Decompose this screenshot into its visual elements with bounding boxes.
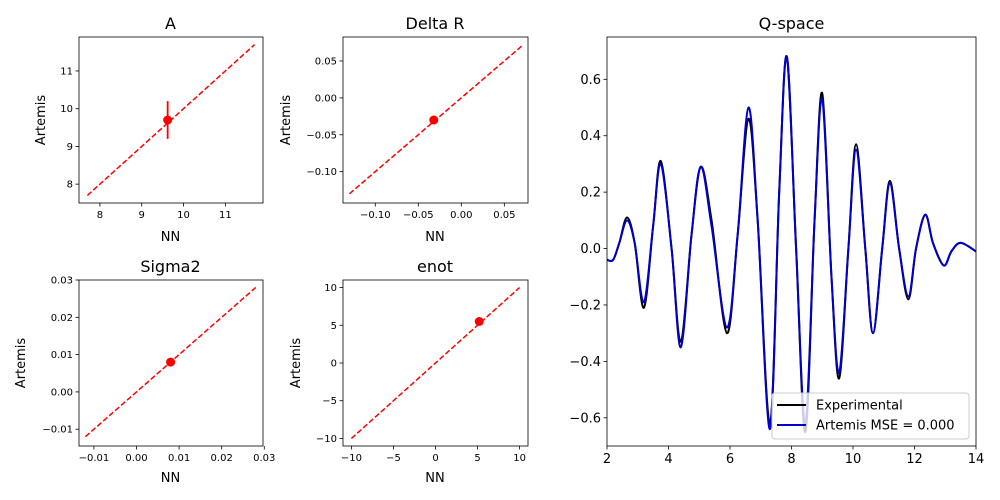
x-tick-label: 10 — [845, 452, 862, 467]
y-tick-label: 5 — [331, 321, 337, 332]
panel-sigma2-xlabel: NN — [161, 471, 180, 486]
axes-frame — [606, 36, 977, 447]
y-tick-label: −0.4 — [569, 355, 601, 370]
y-tick-label: 10 — [60, 104, 73, 115]
x-tick-label: 0.00 — [450, 210, 472, 221]
y-tick-label: −5 — [322, 396, 337, 407]
panel-sigma2: Sigma2 NN Artemis −0.01 0.00 0.01 0.02 0.03−… — [14, 257, 275, 486]
y-tick-label: −10 — [316, 434, 337, 445]
axes-frame — [78, 279, 264, 447]
x-tick-label: 8 — [787, 452, 795, 467]
x-tick-label: 8 — [97, 210, 103, 221]
panel-enot-title: enot — [417, 257, 453, 276]
y-tick-label: 10 — [324, 283, 337, 294]
axes-frame — [78, 36, 264, 204]
data-point — [429, 115, 439, 125]
legend-box — [771, 392, 970, 440]
y-tick-label: 0.01 — [51, 350, 73, 361]
y-tick-label: −0.10 — [306, 167, 337, 178]
axes-frame — [342, 279, 529, 447]
x-tick-label: 11 — [219, 210, 232, 221]
x-tick-label: −5 — [386, 453, 401, 464]
panel-q-space: Q-space 2 4 6 8 10 12 14 −0.6 −0.4 −0.2 0.0 0.2 0.4 0… — [569, 14, 984, 467]
legend: Experimental Artemis MSE = 0.000 — [771, 392, 970, 440]
panel-enot-ylabel: Artemis — [289, 338, 304, 389]
series-line-experimental — [606, 55, 977, 433]
panel-enot-xlabel: NN — [425, 471, 444, 486]
data-point — [163, 115, 173, 125]
x-tick-label: 0.03 — [253, 453, 275, 464]
x-tick-label: −10 — [341, 453, 362, 464]
axes-frame — [342, 36, 529, 204]
x-tick-label: 14 — [968, 452, 985, 467]
x-tick-label: 9 — [139, 210, 145, 221]
x-tick-label: −0.10 — [360, 210, 391, 221]
data-point — [166, 357, 176, 367]
panel-a-xlabel: NN — [161, 230, 180, 245]
x-tick-label: 0.02 — [211, 453, 233, 464]
x-tick-label: 5 — [474, 453, 480, 464]
y-tick-label: 0.2 — [580, 186, 601, 201]
y-tick-label: 0.6 — [580, 73, 601, 88]
identity-line — [350, 286, 521, 440]
panel-q-space-plot: 2 4 6 8 10 12 14 −0.6 −0.4 −0.2 0.0 0.2 0.4 0.6 — [569, 36, 985, 467]
panel-delta-r: Delta R NN Artemis −0.10 −0.05 0.00 0.05−0.… — [279, 14, 529, 245]
x-tick-label: 10 — [177, 210, 190, 221]
panel-enot-plot: −10 −5 0 5 10 −10 −5 0 5 10 — [316, 279, 529, 464]
x-tick-label: 10 — [513, 453, 526, 464]
y-tick-label: −0.05 — [306, 130, 337, 141]
x-tick-label: 0.05 — [493, 210, 515, 221]
y-tick-label: 0 — [331, 359, 337, 370]
legend-label-experimental: Experimental — [816, 399, 903, 414]
panel-delta-r-title: Delta R — [406, 14, 465, 33]
panel-a-ylabel: Artemis — [34, 95, 49, 146]
panel-sigma2-ylabel: Artemis — [14, 338, 29, 389]
x-tick-label: 6 — [726, 452, 734, 467]
panel-delta-r-plot: −0.10 −0.05 0.00 0.05 −0.10 −0.05 0.00 0.05 — [306, 36, 529, 221]
x-tick-label: 0.00 — [125, 453, 147, 464]
panel-a: A NN Artemis 8 9 10 11 8 9 10 11 — [34, 14, 264, 245]
y-tick-label: 0.00 — [51, 387, 73, 398]
y-tick-label: 0.02 — [51, 313, 73, 324]
y-tick-label: −0.6 — [569, 411, 601, 426]
data-point — [474, 317, 484, 326]
legend-label-artemis: Artemis MSE = 0.000 — [816, 419, 955, 434]
series-line-artemis — [606, 55, 977, 431]
y-tick-label: 0.00 — [315, 93, 337, 104]
y-tick-label: −0.2 — [569, 298, 601, 313]
y-tick-label: 8 — [67, 180, 73, 191]
panel-delta-r-ylabel: Artemis — [279, 95, 294, 146]
y-tick-label: 0.03 — [51, 276, 73, 287]
x-tick-label: 12 — [906, 452, 923, 467]
panel-sigma2-title: Sigma2 — [140, 257, 200, 276]
panel-delta-r-xlabel: NN — [425, 230, 444, 245]
x-tick-label: 2 — [603, 452, 611, 467]
x-tick-label: −0.05 — [403, 210, 434, 221]
y-tick-label: 0.05 — [315, 56, 337, 67]
y-tick-label: 0.4 — [580, 129, 601, 144]
y-tick-label: 0.0 — [580, 242, 601, 257]
panel-q-space-title: Q-space — [759, 14, 825, 33]
panel-enot: enot NN Artemis −10 −5 0 5 10 −10 −5 0 5 10 — [289, 257, 529, 486]
y-tick-label: 11 — [60, 66, 73, 77]
x-tick-label: 0 — [432, 453, 438, 464]
panel-sigma2-plot: −0.01 0.00 0.01 0.02 0.03 −0.01 0.00 0.01 0.02 0.… — [42, 276, 275, 465]
y-tick-label: −0.01 — [42, 425, 73, 436]
x-tick-label: 4 — [664, 452, 672, 467]
x-tick-label: 0.01 — [168, 453, 190, 464]
x-tick-label: −0.01 — [79, 453, 110, 464]
panel-a-plot: 8 9 10 11 8 9 10 11 — [60, 36, 264, 221]
panel-a-title: A — [165, 14, 176, 33]
y-tick-label: 9 — [67, 142, 73, 153]
